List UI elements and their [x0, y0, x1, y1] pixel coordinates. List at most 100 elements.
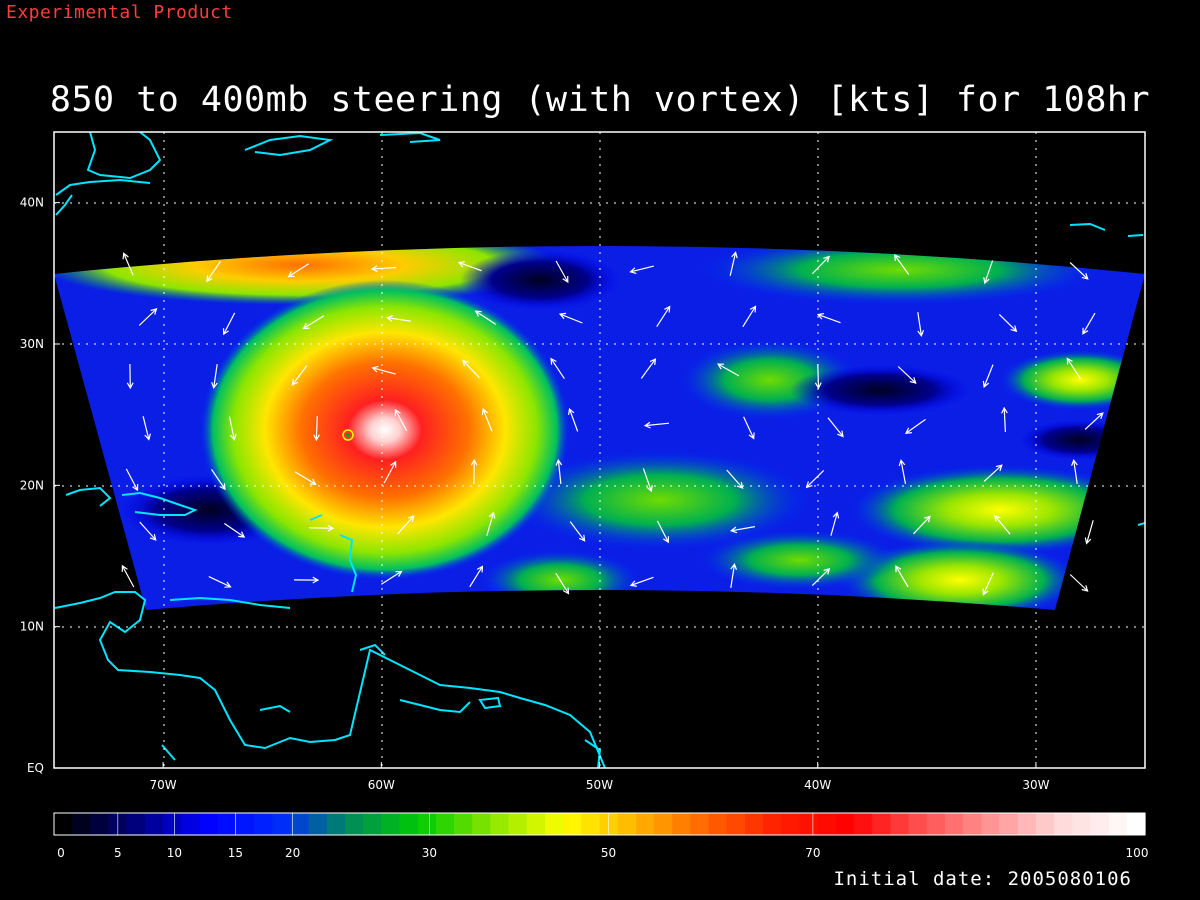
steering-arrow: [308, 524, 335, 532]
colorbar-swatch: [199, 813, 219, 835]
steering-arrow: [206, 261, 221, 283]
steering-arrow: [913, 515, 931, 535]
initial-date-label: Initial date: 2005080106: [833, 868, 1132, 890]
coastlines: [54, 132, 1145, 768]
steering-arrow: [287, 263, 310, 278]
steering-arrow: [726, 469, 744, 489]
steering-arrow: [917, 312, 925, 338]
steering-arrow: [313, 415, 320, 442]
lat-tick-label: 40N: [20, 196, 44, 210]
steering-arrow: [291, 365, 308, 386]
lat-tick-label: 20N: [20, 478, 44, 492]
colorbar-swatch: [654, 813, 673, 835]
colorbar-swatch: [54, 813, 73, 835]
colorbar-swatch: [163, 813, 182, 835]
steering-arrow: [555, 458, 563, 485]
colorbar-tick-label: 70: [805, 846, 820, 860]
colorbar-swatch: [963, 813, 982, 835]
colorbar-tick-label: 10: [167, 846, 182, 860]
steering-arrow: [983, 464, 1003, 482]
steering-arrow: [394, 408, 408, 432]
steering-arrow: [816, 313, 841, 324]
colorbar-swatch: [708, 813, 728, 835]
colorbar-swatch: [981, 813, 1001, 835]
colorbar-tick-label: 100: [1126, 846, 1149, 860]
steering-vectors: [121, 251, 1104, 596]
colorbar-swatch: [399, 813, 419, 835]
colorbar-swatch: [945, 813, 964, 835]
colorbar-swatch: [72, 813, 91, 835]
steering-arrow: [993, 514, 1011, 535]
chart-title: 850 to 400mb steering (with vortex) [kts…: [49, 80, 1151, 120]
colorbar-swatch: [235, 813, 255, 835]
colorbar-swatch: [799, 813, 819, 835]
steering-arrow: [656, 305, 671, 328]
steering-arrow: [1082, 312, 1096, 335]
steering-arrow: [294, 471, 317, 485]
colorbar-swatch: [926, 813, 946, 835]
lat-tick-label: 10N: [20, 620, 44, 634]
steering-arrow: [121, 564, 135, 588]
lat-tick-label: EQ: [27, 761, 44, 775]
steering-arrow: [385, 315, 411, 322]
colorbar-swatch: [272, 813, 291, 835]
steering-arrow: [125, 468, 139, 492]
steering-arrow: [729, 251, 738, 276]
colorbar-swatch: [254, 813, 273, 835]
colorbar-swatch: [1108, 813, 1128, 835]
steering-arrow: [224, 523, 246, 538]
steering-arrow: [142, 416, 151, 441]
steering-arrow: [814, 363, 822, 390]
colorbar-swatch: [181, 813, 201, 835]
steering-arrow: [550, 357, 565, 380]
colorbar-tick-label: 0: [57, 846, 65, 860]
colorbar-swatch: [690, 813, 710, 835]
colorbar-swatch: [545, 813, 564, 835]
steering-arrow: [629, 576, 654, 587]
steering-arrow: [1066, 357, 1081, 380]
steering-arrow: [827, 417, 844, 438]
colorbar-tick-label: 30: [422, 846, 437, 860]
steering-arrow: [982, 572, 994, 596]
colorbar-swatch: [1072, 813, 1092, 835]
steering-arrow: [211, 364, 218, 390]
colorbar-swatch: [1054, 813, 1073, 835]
steering-arrow: [371, 365, 396, 375]
steering-arrow: [982, 364, 994, 389]
colorbar-swatch: [763, 813, 782, 835]
colorbar-swatch: [290, 813, 310, 835]
steering-arrow: [126, 363, 134, 390]
steering-arrow: [138, 308, 158, 326]
colorbar-swatch: [835, 813, 855, 835]
steering-arrow: [568, 407, 579, 432]
steering-arrow: [743, 416, 755, 440]
colorbar-swatch: [490, 813, 510, 835]
steering-arrow: [656, 520, 669, 544]
steering-arrow: [293, 576, 320, 584]
colorbar-swatch: [90, 813, 110, 835]
steering-arrow: [893, 253, 910, 275]
steering-arrow: [729, 526, 756, 534]
steering-arrow: [555, 260, 569, 284]
steering-arrow: [742, 305, 757, 328]
steering-arrow: [998, 313, 1018, 333]
colorbar-swatch: [217, 813, 237, 835]
colorbar-swatch: [599, 813, 619, 835]
wind-speed-field: [54, 246, 1145, 610]
steering-arrow: [481, 407, 493, 432]
colorbar-swatch: [745, 813, 764, 835]
steering-arrow: [642, 468, 653, 493]
steering-arrow: [380, 570, 403, 585]
lat-tick-label: 30N: [20, 337, 44, 351]
steering-arrow: [895, 565, 909, 588]
colorbar-swatch: [854, 813, 873, 835]
colorbar-swatch: [1090, 813, 1110, 835]
steering-arrow: [898, 459, 907, 485]
steering-arrow: [811, 255, 830, 275]
colorbar-swatch: [454, 813, 473, 835]
steering-arrow: [486, 511, 496, 536]
gridlines: [54, 132, 1145, 768]
steering-arrow: [717, 363, 740, 377]
colorbar-swatch: [890, 813, 910, 835]
colorbar-swatch: [563, 813, 582, 835]
